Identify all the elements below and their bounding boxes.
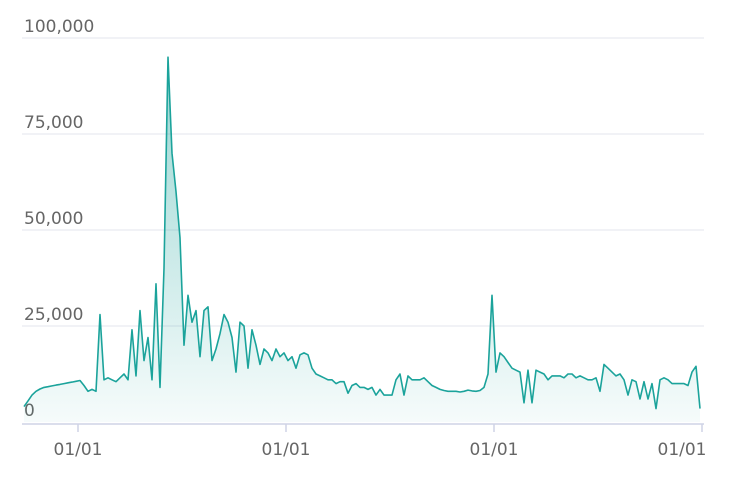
y-tick-label: 100,000: [24, 17, 94, 37]
y-tick-label: 75,000: [24, 113, 83, 133]
x-tick-label: 01/01: [54, 440, 103, 460]
line: [23, 56, 701, 410]
x-tick-label: 01/01: [658, 440, 707, 460]
y-tick-label: 25,000: [24, 305, 83, 325]
x-tick-label: 01/01: [470, 440, 519, 460]
area-fill: [24, 57, 700, 422]
y-tick-label: 50,000: [24, 209, 83, 229]
x-tick-label: 01/01: [262, 440, 311, 460]
